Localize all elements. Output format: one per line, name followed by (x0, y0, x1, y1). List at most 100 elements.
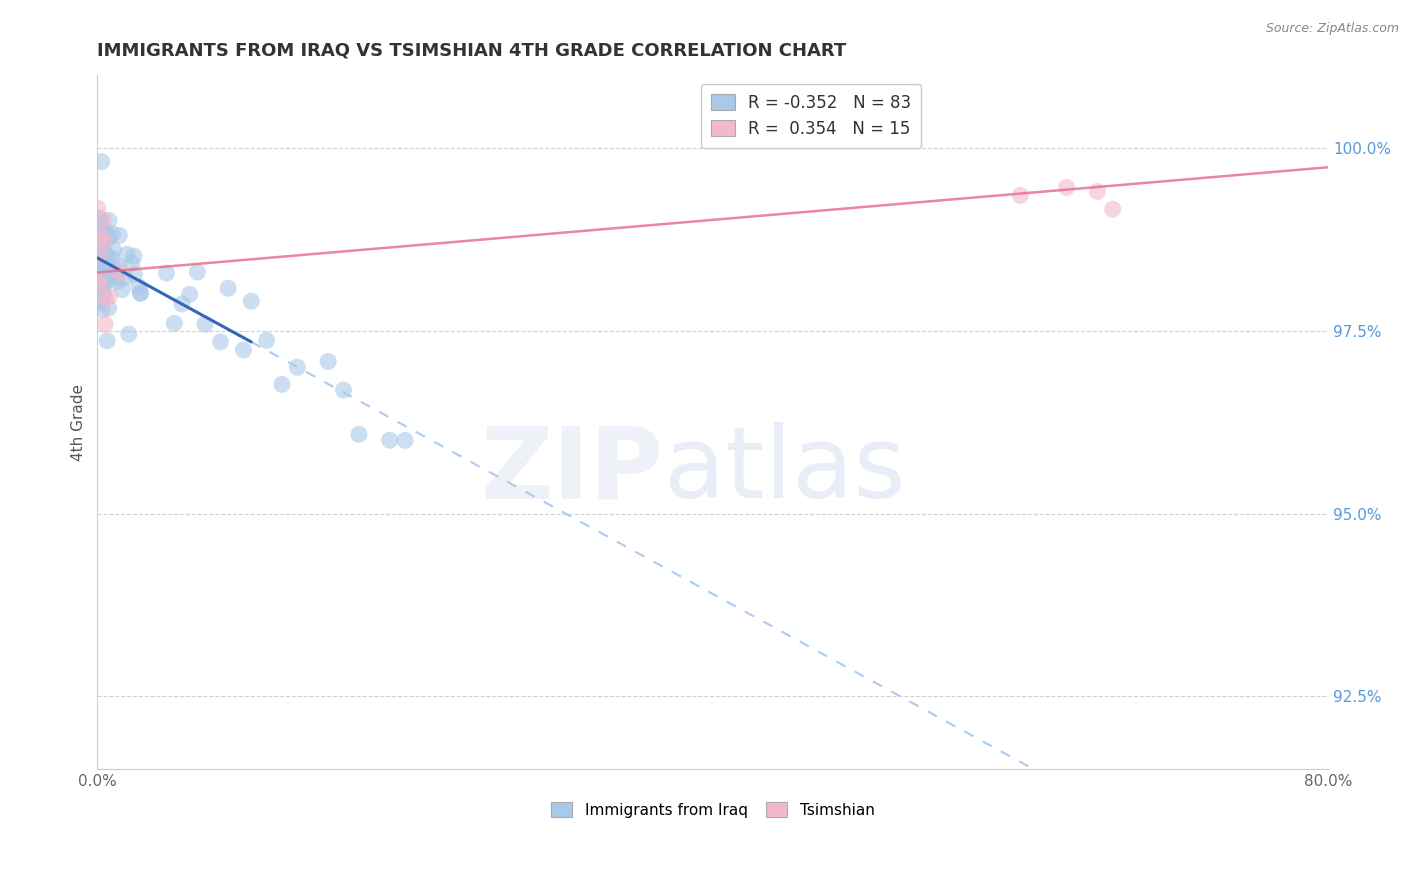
Point (129, 286, 152, 301)
Point (90, 272, 112, 286)
Point (378, 433, 401, 447)
Point (114, 270, 136, 285)
Point (87, 274, 110, 288)
Point (87, 218, 110, 232)
Point (93, 234, 115, 248)
Point (316, 354, 339, 368)
Point (232, 343, 254, 357)
Point (155, 266, 177, 280)
Point (394, 434, 416, 448)
Point (97, 230, 120, 244)
Point (89, 248, 111, 262)
Point (90, 282, 112, 296)
Point (90, 230, 112, 244)
Point (97, 251, 120, 265)
Point (89, 226, 111, 240)
Point (170, 297, 193, 311)
Point (347, 427, 370, 442)
Point (96, 334, 118, 348)
Point (89, 230, 111, 244)
Point (97, 301, 120, 315)
Point (89, 211, 111, 226)
Point (209, 334, 232, 349)
Point (91, 281, 114, 295)
Point (90, 284, 112, 298)
Point (90, 154, 112, 169)
Point (90, 230, 112, 244)
Point (240, 294, 263, 309)
Point (91, 302, 114, 317)
Point (91, 267, 114, 281)
Point (87, 251, 110, 265)
Text: ZIP: ZIP (481, 422, 664, 519)
Point (108, 260, 131, 274)
Point (97, 273, 120, 287)
Point (179, 287, 201, 301)
Point (124, 267, 146, 281)
Legend: Immigrants from Iraq, Tsimshian: Immigrants from Iraq, Tsimshian (546, 797, 880, 824)
Point (91, 287, 114, 301)
Point (217, 281, 239, 295)
Point (98, 290, 121, 304)
Point (94, 250, 117, 264)
Point (121, 256, 143, 270)
Point (100, 251, 122, 265)
Point (93, 245, 115, 260)
Point (97, 231, 120, 245)
Point (101, 227, 124, 241)
Point (118, 327, 141, 342)
Point (108, 265, 131, 279)
Point (163, 316, 186, 330)
Point (129, 285, 152, 300)
Point (89, 295, 111, 310)
Point (115, 247, 138, 261)
Point (87, 279, 110, 293)
Point (186, 265, 208, 279)
Point (91, 216, 114, 230)
Point (91, 213, 114, 227)
Text: IMMIGRANTS FROM IRAQ VS TSIMSHIAN 4TH GRADE CORRELATION CHART: IMMIGRANTS FROM IRAQ VS TSIMSHIAN 4TH GR… (97, 42, 846, 60)
Text: Source: ZipAtlas.com: Source: ZipAtlas.com (1265, 22, 1399, 36)
Point (89, 242, 111, 256)
Point (1085, 185, 1108, 199)
Point (128, 279, 150, 293)
Point (86, 276, 108, 290)
Point (87, 257, 110, 271)
Point (87, 252, 110, 266)
Point (87, 211, 110, 226)
Point (285, 360, 308, 375)
Y-axis label: 4th Grade: 4th Grade (72, 384, 86, 461)
Point (103, 243, 125, 257)
Point (86, 256, 108, 270)
Point (89, 278, 111, 293)
Point (93, 226, 115, 240)
Point (105, 263, 128, 277)
Point (107, 275, 129, 289)
Point (111, 283, 134, 297)
Point (87, 260, 110, 274)
Point (1010, 188, 1032, 202)
Point (271, 377, 294, 392)
Point (94, 267, 117, 281)
Point (96, 258, 118, 272)
Point (90, 238, 112, 252)
Point (90, 260, 112, 275)
Point (89, 242, 111, 256)
Point (93, 285, 115, 300)
Point (194, 318, 217, 332)
Point (104, 269, 127, 284)
Point (1056, 180, 1078, 194)
Point (332, 383, 354, 397)
Point (122, 249, 145, 263)
Point (94, 292, 117, 306)
Point (87, 201, 110, 215)
Point (1101, 202, 1123, 217)
Point (89, 227, 111, 242)
Point (94, 318, 117, 332)
Point (87, 276, 110, 290)
Point (108, 228, 131, 243)
Point (256, 334, 278, 348)
Point (96, 225, 118, 239)
Point (89, 293, 111, 308)
Text: atlas: atlas (664, 422, 905, 519)
